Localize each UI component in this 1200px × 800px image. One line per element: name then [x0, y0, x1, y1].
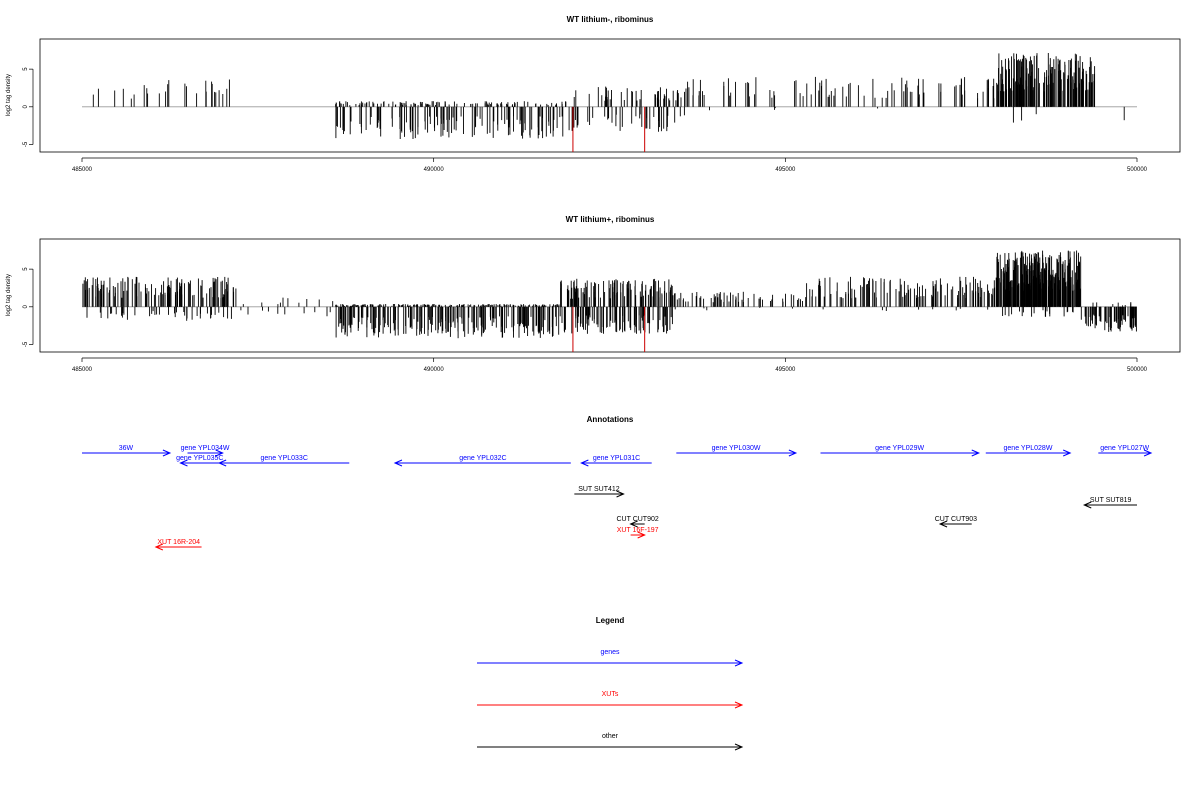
feature-label: gene YPL028W — [1004, 445, 1053, 452]
annotation-feature: XUT 16R-204 — [154, 539, 202, 551]
arrow-head-icon — [938, 520, 948, 528]
arrow-head-icon — [162, 449, 172, 457]
feature-label: gene YPL031C — [593, 455, 640, 462]
x-tick-label: 500000 — [1127, 167, 1148, 173]
x-tick-label: 500000 — [1127, 367, 1148, 373]
feature-label: SUT SUT819 — [1090, 497, 1132, 504]
x-tick-label: 490000 — [424, 167, 445, 173]
axes: 485000 490000 495000 500000 -5 0 5 — [23, 67, 1148, 173]
y-tick-label: 0 — [23, 104, 29, 108]
legend-label: genes — [600, 649, 620, 656]
feature-label: XUT 16R-204 — [157, 539, 200, 546]
feature-label: CUT CUT902 — [616, 516, 658, 523]
annotation-feature: gene YPL029W — [820, 445, 981, 457]
legend-entry: genes — [477, 649, 744, 667]
x-tick-label: 485000 — [72, 367, 93, 373]
arrow-head-icon — [734, 701, 744, 709]
y-tick-label: 0 — [23, 304, 29, 308]
annotation-feature: gene YPL033C — [217, 455, 350, 467]
x-tick-label: 490000 — [424, 367, 445, 373]
arrow-head-icon — [1082, 501, 1092, 509]
annotation-feature: gene YPL030W — [676, 445, 798, 457]
annotations-title: Annotations — [587, 415, 634, 424]
feature-label: gene YPL034W — [181, 445, 230, 452]
feature-label: 36W — [119, 445, 134, 452]
feature-label: SUT SUT412 — [578, 486, 620, 493]
annotation-feature: gene YPL027W — [1098, 445, 1153, 457]
annotation-feature: gene YPL031C — [580, 455, 652, 467]
annotation-feature: gene YPL034W — [181, 445, 230, 457]
signal-bars — [82, 53, 1137, 152]
arrow-head-icon — [734, 743, 744, 751]
y-axis-label: log2 tag density — [6, 74, 12, 116]
y-tick-label: 5 — [23, 67, 29, 71]
arrow-head-icon — [215, 449, 224, 457]
legend-entries: genes XUTs other — [477, 649, 744, 751]
legend-label: other — [602, 733, 619, 740]
annotation-feature: CUT CUT903 — [935, 516, 977, 528]
annotations-panel: Annotations 36W gene YPL034W gene YPL035C g… — [82, 415, 1153, 551]
arrow-head-icon — [179, 459, 188, 467]
x-tick-label: 485000 — [72, 167, 93, 173]
arrow-head-icon — [1062, 449, 1072, 457]
feature-label: CUT CUT903 — [935, 516, 977, 523]
feature-label: gene YPL027W — [1100, 445, 1149, 452]
feature-label: XUT 16F-197 — [617, 527, 659, 534]
arrow-head-icon — [217, 459, 227, 467]
arrow-head-icon — [971, 449, 981, 457]
track-panel-lithium-minus: WT lithium-, ribominus log2 tag density … — [6, 15, 1181, 173]
arrow-head-icon — [788, 449, 798, 457]
annotation-feature: gene YPL028W — [985, 445, 1072, 457]
annotation-features: 36W gene YPL034W gene YPL035C gene YPL033C g… — [82, 445, 1153, 551]
plot-frame — [39, 238, 1181, 353]
panel-title: WT lithium-, ribominus — [567, 15, 654, 24]
legend-entry: other — [477, 733, 744, 751]
y-tick-label: -5 — [23, 341, 29, 347]
panel-title: WT lithium+, ribominus — [566, 215, 655, 224]
feature-label: gene YPL030W — [712, 445, 761, 452]
annotation-feature: 36W — [82, 445, 172, 457]
feature-label: gene YPL033C — [261, 455, 308, 462]
arrow-head-icon — [734, 659, 744, 667]
legend-entry: XUTs — [477, 691, 744, 709]
y-axis-label: log2 tag density — [6, 274, 12, 316]
legend-label: XUTs — [602, 691, 619, 698]
annotation-feature: CUT CUT902 — [616, 516, 659, 528]
axes: 485000 490000 495000 500000 -5 0 5 — [23, 267, 1148, 373]
arrow-head-icon — [154, 543, 164, 551]
y-tick-label: -5 — [23, 141, 29, 147]
arrow-head-icon — [616, 490, 625, 498]
arrow-head-icon — [1143, 449, 1153, 457]
x-tick-label: 495000 — [775, 167, 796, 173]
plot-frame — [39, 38, 1181, 153]
track-panel-lithium-plus: WT lithium+, ribominus log2 tag density … — [6, 215, 1181, 373]
legend: Legend genes XUTs other — [477, 616, 744, 751]
annotation-feature: gene YPL035C — [176, 455, 223, 467]
annotation-feature: SUT SUT412 — [574, 486, 625, 498]
feature-label: gene YPL035C — [176, 455, 223, 462]
signal-bars — [82, 250, 1137, 352]
annotation-feature: SUT SUT819 — [1082, 497, 1137, 509]
arrow-head-icon — [637, 531, 646, 539]
x-tick-label: 495000 — [775, 367, 796, 373]
arrow-head-icon — [393, 459, 403, 467]
annotation-feature: gene YPL032C — [393, 455, 571, 467]
arrow-head-icon — [580, 459, 589, 467]
arrow-head-icon — [629, 520, 638, 528]
feature-label: gene YPL032C — [459, 455, 506, 462]
y-tick-label: 5 — [23, 267, 29, 271]
feature-label: gene YPL029W — [875, 445, 924, 452]
annotation-feature: XUT 16F-197 — [617, 527, 659, 539]
legend-title: Legend — [596, 616, 625, 625]
